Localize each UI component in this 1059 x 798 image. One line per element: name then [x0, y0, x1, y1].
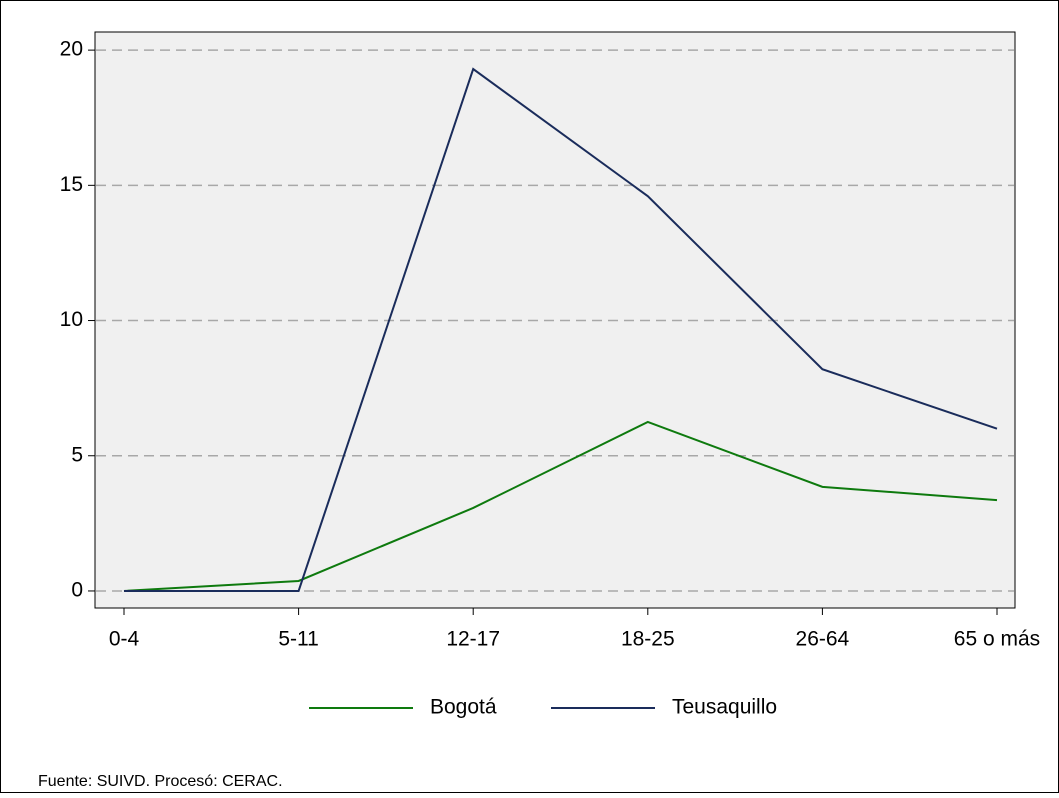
- y-tick-label: 10: [60, 308, 83, 331]
- y-tick-label: 5: [71, 443, 83, 466]
- x-tick-label: 5-11: [278, 628, 318, 651]
- x-tick-label: 18-25: [621, 628, 675, 651]
- y-tick-label: 20: [60, 38, 83, 61]
- line-series: [123, 420, 998, 592]
- x-tick-label: 12-17: [446, 628, 500, 651]
- line-series: [124, 67, 998, 592]
- y-tick-label: 0: [71, 579, 83, 602]
- x-tick-label: 26-64: [796, 628, 850, 651]
- y-tick-label: 15: [60, 173, 83, 196]
- legend-label: Bogotá: [430, 696, 497, 719]
- x-tick-label: 65 o más: [954, 628, 1040, 651]
- x-tick-label: 0-4: [109, 628, 140, 651]
- source-note: Fuente: SUIVD. Procesó: CERAC.: [38, 773, 283, 790]
- legend-label: Teusaquillo: [672, 696, 777, 719]
